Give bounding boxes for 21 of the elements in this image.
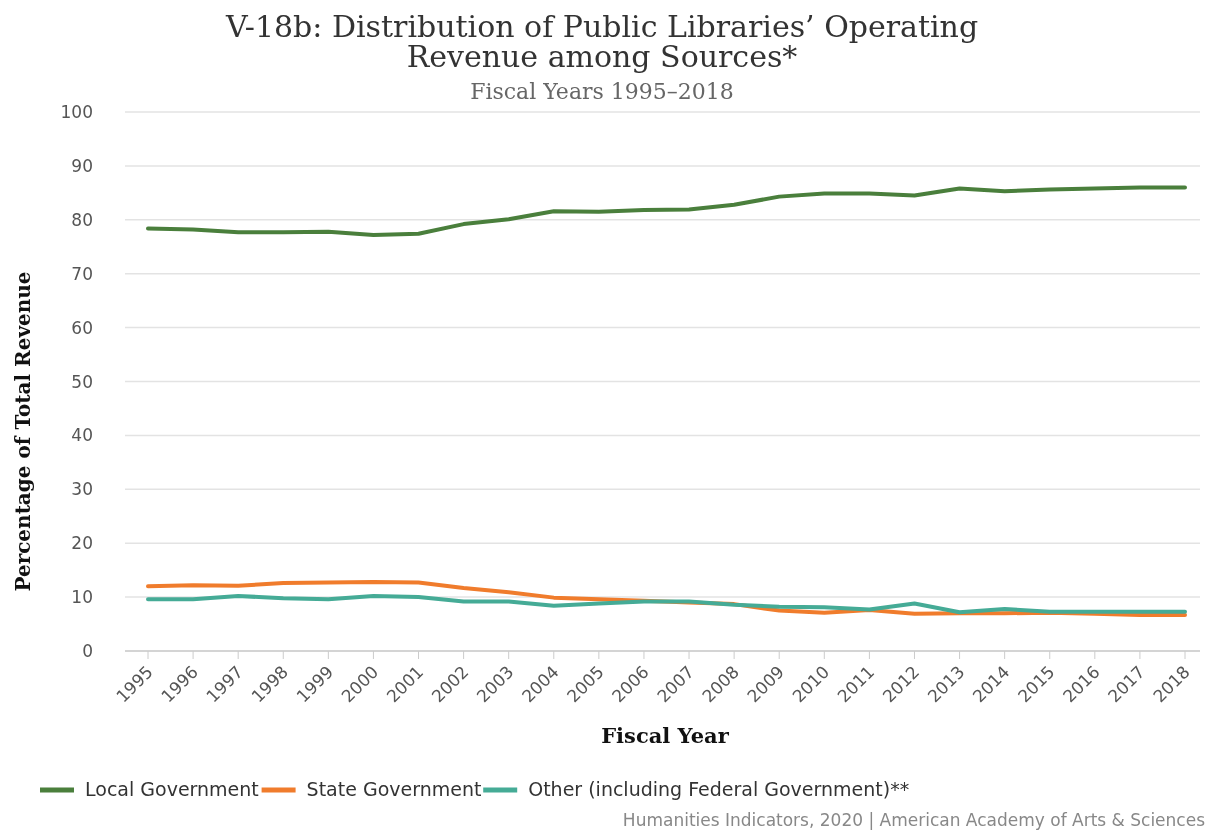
y-tick-label: 30 bbox=[71, 479, 93, 500]
y-tick-label: 50 bbox=[71, 371, 93, 392]
y-tick-label: 10 bbox=[71, 587, 93, 608]
line-series bbox=[146, 594, 1187, 615]
y-tick-label: 80 bbox=[71, 209, 93, 230]
legend-label: State Government bbox=[306, 778, 482, 800]
y-tick-label: 0 bbox=[82, 641, 93, 661]
chart-subtitle: Fiscal Years 1995–2018 bbox=[470, 79, 734, 104]
legend-label: Local Government bbox=[85, 778, 259, 800]
y-tick-label: 90 bbox=[71, 155, 93, 176]
y-tick-label: 20 bbox=[71, 533, 93, 554]
y-tick-label: 40 bbox=[71, 425, 93, 446]
y-axis-title: Percentage of Total Revenue bbox=[11, 271, 35, 592]
y-tick-label: 100 bbox=[60, 102, 93, 122]
legend-label: Other (including Federal Government)** bbox=[528, 778, 910, 800]
x-axis-title: Fiscal Year bbox=[601, 723, 730, 748]
chart-title: V-18b: Distribution of Public Libraries’ Operating Revenue among Sources* bbox=[224, 9, 979, 74]
y-tick-label: 60 bbox=[71, 317, 93, 338]
text: Humanities Indicators, 2020 | American Academy of Arts & Sciences bbox=[622, 810, 1206, 830]
line-series bbox=[146, 185, 1187, 237]
y-tick-label: 70 bbox=[71, 263, 93, 284]
